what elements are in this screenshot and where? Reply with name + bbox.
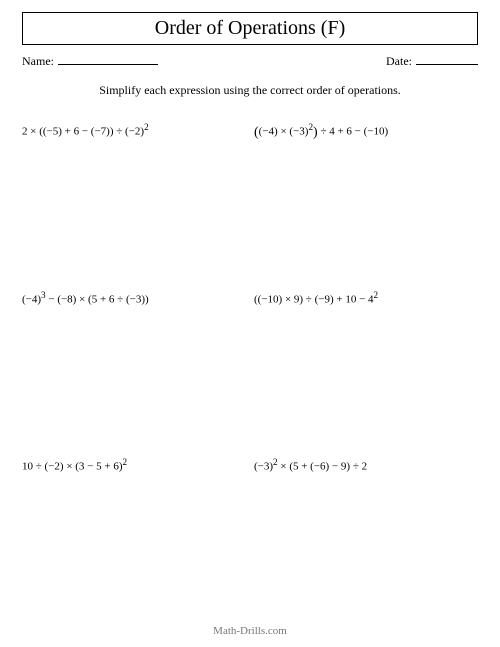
problem-1-text: 2 × ((−5) + 6 − (−7)) ÷ (−2) (22, 126, 144, 138)
name-field: Name: (22, 53, 158, 69)
problem-3: (−4)3 − (−8) × (5 + 6 ÷ (−3)) (22, 290, 246, 307)
problem-5-pre: 10 ÷ (−2) × (3 − 5 + 6) (22, 461, 123, 473)
footer-text: Math-Drills.com (22, 625, 478, 637)
problem-2-tail: ÷ 4 + 6 − (−10) (318, 126, 388, 138)
instructions-text: Simplify each expression using the corre… (22, 83, 478, 98)
problem-4-pre: ((−10) × 9) ÷ (−9) + 10 − 4 (254, 294, 374, 306)
problem-1-sup: 2 (144, 122, 149, 132)
problem-1: 2 × ((−5) + 6 − (−7)) ÷ (−2)2 (22, 122, 246, 140)
problem-3-tail: − (−8) × (5 + 6 ÷ (−3)) (46, 294, 149, 306)
name-label: Name: (22, 54, 54, 69)
problem-6: (−3)2 × (5 + (−6) − 9) ÷ 2 (254, 457, 478, 474)
problem-4-sup: 2 (374, 290, 379, 300)
problem-6-tail: × (5 + (−6) − 9) ÷ 2 (278, 461, 368, 473)
date-field: Date: (386, 53, 478, 69)
problem-2-lparen: ( (254, 125, 259, 140)
page-title-box: Order of Operations (F) (22, 12, 478, 45)
date-underline (416, 53, 478, 65)
name-date-row: Name: Date: (22, 53, 478, 69)
problem-5: 10 ÷ (−2) × (3 − 5 + 6)2 (22, 457, 246, 474)
problem-4: ((−10) × 9) ÷ (−9) + 10 − 42 (254, 290, 478, 307)
problem-3-pre: (−4) (22, 294, 41, 306)
name-underline (58, 53, 158, 65)
problem-2-rparen: ) (313, 125, 318, 140)
problem-6-pre: (−3) (254, 461, 273, 473)
problem-2: ((−4) × (−3)2) ÷ 4 + 6 − (−10) (254, 122, 478, 140)
problem-5-sup: 2 (123, 457, 128, 467)
page-title: Order of Operations (F) (155, 17, 346, 39)
problem-2-inner: (−4) × (−3) (259, 126, 309, 138)
problem-grid: 2 × ((−5) + 6 − (−7)) ÷ (−2)2 ((−4) × (−… (22, 122, 478, 474)
date-label: Date: (386, 54, 412, 69)
